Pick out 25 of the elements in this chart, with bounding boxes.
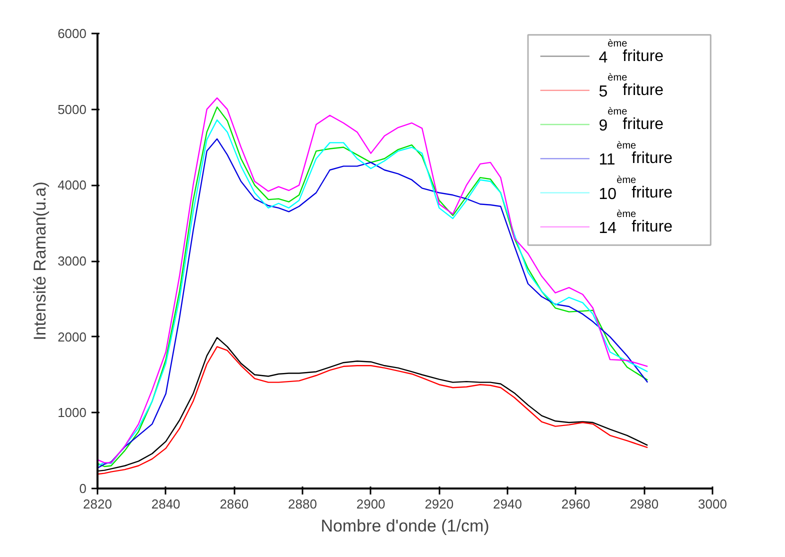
x-tick-label: 2900	[356, 496, 386, 512]
legend-label: 5ème friture	[598, 72, 664, 100]
y-tick-label: 6000	[58, 26, 86, 41]
y-axis-title: Intensité Raman(u.a)	[30, 182, 50, 340]
legend-label: 10ème friture	[598, 174, 673, 203]
x-axis-title: Nombre d'onde (1/cm)	[320, 516, 490, 536]
y-tick-label: 4000	[58, 178, 86, 193]
y-tick-label: 1000	[58, 405, 86, 420]
x-tick-label: 2840	[151, 496, 180, 512]
x-tick-label: 2960	[561, 496, 590, 512]
x-tick-label: 2980	[630, 496, 659, 512]
y-tick-label: 5000	[58, 102, 86, 117]
x-tick-label: 2820	[83, 496, 112, 512]
x-tick-label: 3000	[698, 496, 727, 512]
legend-label: 11ème friture	[598, 140, 673, 169]
y-tick-label: 2000	[58, 329, 86, 344]
y-tick-label: 0	[79, 481, 87, 496]
x-tick-label: 2860	[220, 496, 249, 512]
x-tick-label: 2940	[493, 496, 522, 512]
legend-label: 14ème friture	[598, 208, 673, 237]
y-tick-label: 3000	[58, 254, 86, 268]
legend-label: 4ème friture	[598, 38, 664, 66]
x-tick-label: 2920	[424, 496, 454, 512]
legend-label: 9ème friture	[598, 106, 664, 134]
x-tick-label: 2880	[288, 496, 317, 512]
